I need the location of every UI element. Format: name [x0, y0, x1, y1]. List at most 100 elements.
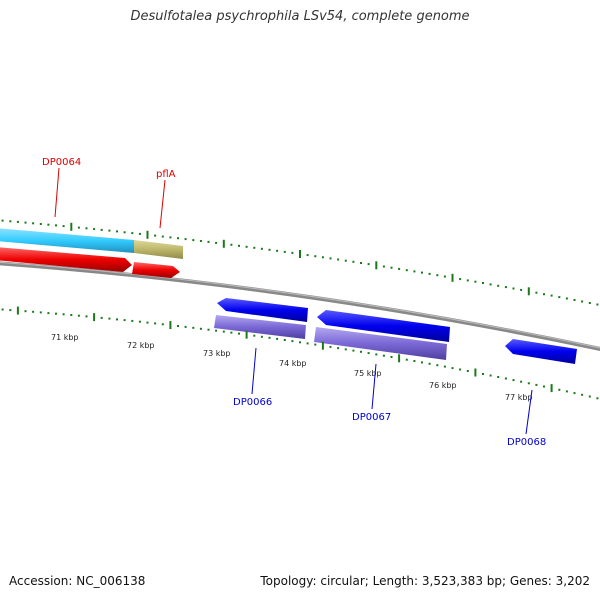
minor-tick: [215, 241, 218, 244]
minor-tick: [32, 310, 35, 313]
minor-tick: [245, 245, 248, 248]
minor-tick: [276, 337, 279, 340]
minor-tick: [184, 325, 187, 328]
minor-tick: [489, 283, 492, 286]
major-tick: [321, 341, 324, 350]
khaki-feature-track: [134, 240, 183, 259]
cds-arrow-DP0066[interactable]: [217, 298, 308, 322]
minor-tick: [230, 243, 233, 246]
minor-tick: [550, 294, 553, 297]
minor-tick: [436, 274, 439, 277]
minor-tick: [177, 237, 179, 240]
minor-tick: [47, 223, 50, 226]
major-tick: [451, 273, 454, 282]
minor-tick: [199, 327, 202, 330]
minor-tick: [367, 263, 370, 266]
protein-track-DP0067: [314, 327, 447, 360]
minor-tick: [207, 240, 210, 243]
major-tick: [474, 368, 477, 377]
minor-tick: [283, 250, 286, 253]
cds-arrow-DP0064[interactable]: [0, 247, 132, 272]
scale-label-73: 73 kbp: [203, 349, 231, 358]
minor-tick: [588, 302, 591, 304]
minor-tick: [421, 361, 423, 364]
cds-arrow-pflA[interactable]: [132, 262, 180, 278]
gene-label-pflA[interactable]: pflA: [156, 169, 176, 180]
minor-tick: [581, 300, 584, 303]
minor-tick: [93, 228, 96, 231]
minor-tick: [405, 269, 408, 272]
minor-tick: [47, 312, 50, 315]
minor-tick: [543, 385, 545, 388]
minor-tick: [260, 335, 263, 338]
accession-text: Accession: NC_006138: [9, 574, 146, 588]
gene-label-DP0064[interactable]: DP0064: [42, 157, 81, 168]
major-tick: [146, 230, 149, 239]
minor-tick: [436, 364, 439, 367]
minor-tick: [565, 297, 568, 300]
genome-stats-text: Topology: circular; Length: 3,523,383 bp…: [260, 574, 590, 588]
minor-tick: [184, 238, 187, 241]
minor-tick: [573, 299, 576, 301]
minor-tick: [154, 322, 157, 325]
minor-tick: [504, 286, 507, 289]
minor-tick: [222, 330, 225, 333]
minor-tick: [596, 303, 599, 306]
minor-tick: [24, 221, 27, 224]
minor-tick: [192, 239, 195, 242]
gene-label-DP0068[interactable]: DP0068: [507, 437, 546, 448]
minor-tick: [116, 318, 118, 321]
minor-tick: [352, 260, 355, 263]
minor-tick: [131, 319, 134, 322]
minor-tick: [558, 296, 561, 299]
gene-label-DP0066[interactable]: DP0066: [233, 397, 272, 408]
minor-tick: [85, 227, 88, 230]
map-title: Desulfotalea psychrophila LSv54, complet…: [130, 9, 470, 24]
minor-tick: [192, 326, 195, 329]
major-tick: [222, 239, 225, 248]
minor-tick: [360, 262, 362, 264]
minor-tick: [459, 278, 462, 281]
cds-arrow-DP0068[interactable]: [505, 339, 577, 364]
minor-tick: [390, 356, 393, 358]
forward-strand-track: [214, 298, 577, 364]
minor-tick: [382, 265, 385, 268]
minor-tick: [39, 223, 42, 225]
genome-backbone: [0, 261, 600, 351]
minor-tick: [375, 353, 378, 356]
scale-label-72: 72 kbp: [127, 341, 155, 350]
scale-label-75: 75 kbp: [354, 369, 382, 378]
gene-label-DP0067[interactable]: DP0067: [352, 412, 391, 423]
minor-tick: [382, 354, 385, 357]
minor-tick: [123, 319, 126, 322]
major-tick: [169, 321, 172, 330]
minor-tick: [123, 231, 126, 234]
major-tick: [299, 250, 301, 258]
minor-tick: [497, 284, 500, 287]
minor-tick: [344, 259, 347, 262]
minor-tick: [138, 320, 141, 323]
cds-arrow-DP0067[interactable]: [317, 310, 450, 342]
minor-tick: [62, 225, 65, 228]
minor-tick: [466, 279, 469, 282]
minor-tick: [314, 255, 317, 258]
minor-tick: [314, 343, 317, 346]
minor-tick: [161, 323, 164, 326]
minor-tick: [413, 270, 416, 273]
minor-tick: [466, 370, 469, 372]
minor-tick: [291, 251, 294, 254]
minor-tick: [32, 222, 35, 225]
minor-tick: [428, 362, 431, 365]
minor-tick: [268, 336, 271, 339]
minor-tick: [199, 240, 202, 242]
minor-tick: [108, 317, 111, 320]
minor-tick: [543, 293, 545, 296]
minor-tick: [512, 287, 515, 290]
minor-tick: [329, 345, 332, 348]
minor-tick: [451, 367, 454, 370]
minor-tick: [398, 267, 401, 270]
minor-tick: [306, 342, 309, 345]
minor-tick: [581, 393, 584, 396]
minor-tick: [260, 247, 263, 250]
minor-tick: [161, 235, 164, 238]
